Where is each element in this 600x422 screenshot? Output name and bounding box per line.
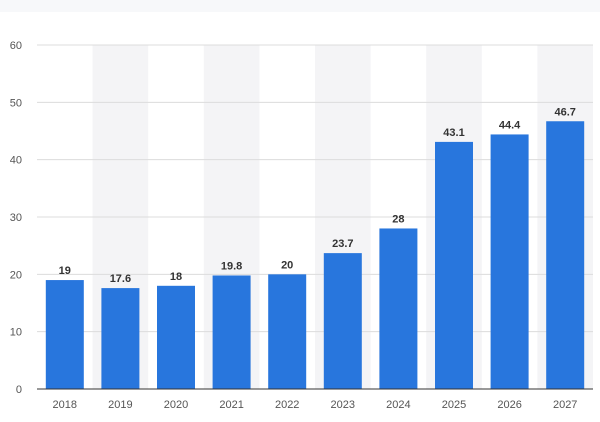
x-tick-label: 2019 — [108, 399, 132, 411]
bar[interactable] — [323, 253, 362, 389]
bar[interactable] — [435, 141, 473, 389]
top-strip — [0, 0, 600, 12]
x-tick-label: 2022 — [275, 399, 299, 411]
data-label: 19.8 — [221, 260, 242, 272]
bar[interactable] — [157, 285, 195, 389]
data-label: 43.1 — [443, 127, 464, 139]
x-tick-label: 2027 — [553, 399, 577, 411]
y-tick-label: 10 — [10, 327, 22, 339]
y-tick-label: 0 — [16, 384, 22, 396]
x-tick-label: 2024 — [386, 399, 410, 411]
x-tick-label: 2025 — [442, 399, 466, 411]
x-tick-label: 2021 — [219, 399, 243, 411]
bar[interactable] — [212, 275, 251, 389]
bar[interactable] — [45, 280, 84, 389]
data-label: 46.7 — [554, 106, 575, 118]
x-tick-label: 2018 — [53, 399, 77, 411]
y-tick-label: 20 — [10, 269, 22, 281]
data-label: 20 — [281, 259, 293, 271]
data-label: 28 — [392, 213, 404, 225]
data-label: 17.6 — [110, 273, 131, 285]
bar[interactable] — [101, 288, 140, 389]
data-label: 44.4 — [499, 119, 521, 131]
bar[interactable] — [379, 228, 418, 389]
y-tick-label: 60 — [10, 40, 22, 52]
bar[interactable] — [268, 274, 307, 389]
y-tick-label: 40 — [10, 155, 22, 167]
bar[interactable] — [490, 134, 529, 389]
x-tick-label: 2026 — [497, 399, 521, 411]
bar[interactable] — [546, 121, 585, 390]
data-label: 19 — [59, 265, 71, 277]
y-tick-label: 30 — [10, 212, 22, 224]
data-label: 18 — [170, 271, 182, 283]
data-label: 23.7 — [332, 238, 353, 250]
x-tick-label: 2023 — [331, 399, 355, 411]
x-tick-label: 2020 — [164, 399, 188, 411]
y-tick-label: 50 — [10, 97, 22, 109]
